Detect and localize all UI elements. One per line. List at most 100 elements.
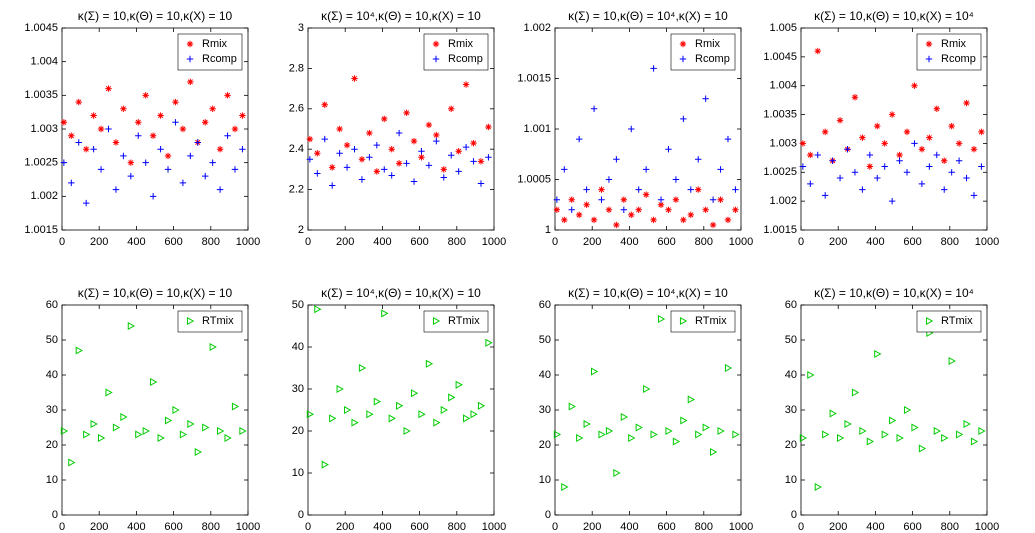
data-point — [978, 426, 986, 436]
data-point — [224, 132, 231, 139]
data-point — [598, 196, 605, 203]
data-point — [702, 95, 709, 102]
data-point — [105, 85, 112, 92]
y-tick-label: 1.0015 — [24, 224, 58, 236]
legend-label: Rmix — [202, 38, 228, 50]
data-point — [568, 196, 575, 203]
data-point — [164, 152, 172, 160]
legend-label: Rcomp — [695, 53, 730, 65]
data-point — [680, 115, 687, 123]
data-point — [127, 321, 136, 331]
x-tick-label: 0 — [59, 236, 65, 248]
data-point — [732, 206, 739, 213]
data-point — [576, 433, 584, 443]
data-point — [75, 346, 83, 355]
data-point — [60, 426, 69, 436]
data-point — [620, 412, 629, 422]
x-tick-label: 800 — [695, 521, 713, 533]
y-tick-label: 30 — [539, 404, 551, 416]
legend-label: RTmix — [202, 315, 234, 327]
data-point — [83, 430, 91, 439]
legend-label: RTmix — [695, 315, 727, 327]
data-point — [358, 156, 366, 163]
data-point — [598, 430, 606, 439]
data-point — [695, 186, 702, 193]
data-point — [366, 129, 373, 137]
data-point — [836, 174, 844, 182]
data-point — [605, 206, 613, 213]
data-point — [642, 166, 650, 173]
data-point — [628, 125, 635, 133]
y-tick-label: 1.0005 — [517, 173, 551, 185]
data-point — [172, 98, 179, 106]
data-point — [575, 211, 583, 219]
data-point — [732, 186, 739, 193]
data-point — [172, 405, 180, 415]
x-tick-label: 0 — [552, 236, 558, 248]
x-tick-label: 600 — [164, 236, 182, 248]
data-point — [403, 160, 410, 167]
data-point — [179, 125, 187, 133]
legend-label: Rmix — [448, 38, 474, 50]
x-tick-label: 800 — [448, 236, 466, 248]
y-tick-label: 1.005 — [769, 22, 797, 34]
data-point — [336, 384, 344, 394]
y-tick-label: 0 — [298, 509, 304, 521]
data-point — [948, 356, 956, 366]
y-tick-label: 50 — [292, 299, 304, 311]
legend-label: Rmix — [695, 38, 721, 50]
data-point — [202, 119, 209, 126]
data-point — [888, 197, 896, 205]
data-point — [948, 122, 955, 130]
data-point — [97, 125, 105, 133]
legend-marker — [925, 40, 933, 48]
data-point — [903, 128, 911, 136]
x-tick-label: 200 — [829, 521, 847, 533]
data-point — [105, 125, 112, 133]
data-point — [859, 426, 867, 436]
y-tick-label: 1.002 — [30, 190, 58, 202]
y-tick-label: 30 — [292, 383, 304, 395]
y-tick-label: 3 — [298, 22, 304, 34]
legend-marker — [679, 40, 687, 48]
y-tick-label: 0 — [791, 509, 797, 521]
data-point — [881, 430, 889, 439]
y-tick-label: 1.0045 — [763, 51, 797, 63]
data-point — [477, 158, 485, 165]
data-point — [926, 163, 933, 170]
data-point — [948, 169, 955, 176]
data-point — [149, 193, 157, 200]
x-tick-label: 400 — [127, 236, 145, 248]
data-point — [135, 430, 143, 439]
data-point — [60, 159, 68, 166]
data-point — [157, 112, 164, 119]
y-tick-label: 2.8 — [289, 62, 304, 74]
y-tick-label: 2 — [298, 224, 304, 236]
data-point — [90, 146, 97, 153]
data-point — [470, 139, 477, 147]
plot-frame — [307, 304, 495, 516]
legend-box — [916, 310, 982, 333]
data-point — [635, 423, 643, 432]
y-tick-label: 40 — [292, 341, 304, 353]
data-point — [822, 430, 830, 439]
x-tick-label: 600 — [410, 521, 428, 533]
y-tick-label: 1.0035 — [24, 89, 58, 101]
data-point — [321, 460, 329, 469]
data-point — [351, 146, 358, 153]
data-point — [418, 154, 425, 161]
x-tick-label: 400 — [620, 236, 638, 248]
data-point — [724, 135, 732, 143]
data-point — [448, 105, 455, 112]
x-tick-label: 800 — [202, 521, 220, 533]
data-point — [911, 140, 918, 147]
data-point — [643, 384, 651, 394]
data-point — [903, 169, 911, 176]
data-point — [485, 154, 492, 161]
y-tick-label: 40 — [785, 369, 797, 381]
x-tick-label: 600 — [903, 236, 921, 248]
data-point — [613, 221, 620, 229]
y-tick-label: 1.0025 — [24, 157, 58, 169]
y-tick-label: 50 — [46, 334, 58, 346]
data-point — [695, 156, 702, 163]
